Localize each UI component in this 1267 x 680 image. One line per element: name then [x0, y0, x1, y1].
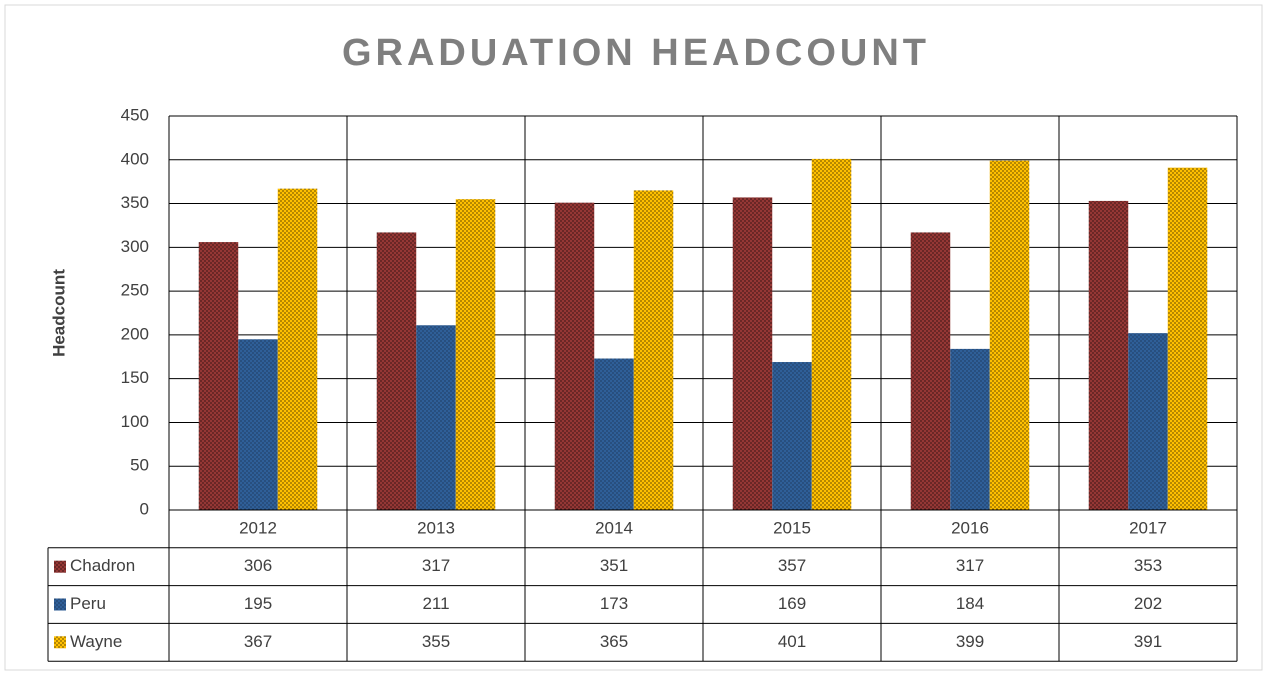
table-value: 351	[600, 556, 628, 575]
bar	[1128, 333, 1168, 510]
y-tick-label: 0	[140, 499, 149, 518]
bar	[811, 158, 852, 510]
bar	[950, 348, 990, 510]
y-tick-label: 450	[121, 105, 149, 124]
bar	[455, 199, 496, 510]
y-tick-label: 400	[121, 149, 149, 168]
legend-key	[54, 560, 66, 573]
table-value: 173	[600, 594, 628, 613]
table-value: 365	[600, 632, 628, 651]
y-tick-label: 100	[121, 412, 149, 431]
bar	[594, 358, 634, 510]
y-axis-label: Headcount	[49, 269, 68, 357]
chart-border	[4, 4, 1263, 671]
bar	[772, 362, 812, 510]
bar	[238, 339, 278, 510]
table-value: 357	[778, 556, 806, 575]
bar	[554, 202, 595, 510]
bar	[416, 325, 456, 510]
legend-label: Chadron	[70, 556, 135, 575]
table-value: 317	[956, 556, 984, 575]
bar	[277, 188, 318, 510]
table-value: 367	[244, 632, 272, 651]
legend-label: Peru	[70, 594, 106, 613]
table-value: 184	[956, 594, 984, 613]
bar	[989, 160, 1030, 511]
bar	[732, 197, 773, 510]
x-tick-label: 2014	[595, 518, 633, 537]
y-tick-label: 350	[121, 193, 149, 212]
table-value: 306	[244, 556, 272, 575]
legend-key	[54, 636, 66, 649]
table-value: 355	[422, 632, 450, 651]
bar	[1088, 200, 1129, 510]
legend-key	[54, 598, 66, 611]
x-tick-label: 2012	[239, 518, 277, 537]
table-value: 391	[1134, 632, 1162, 651]
bar	[198, 242, 239, 510]
y-tick-label: 150	[121, 368, 149, 387]
y-tick-label: 200	[121, 324, 149, 343]
x-tick-label: 2013	[417, 518, 455, 537]
bar	[376, 232, 417, 510]
table-value: 317	[422, 556, 450, 575]
y-tick-label: 300	[121, 237, 149, 256]
bar	[910, 232, 951, 510]
bar	[633, 190, 674, 510]
y-tick-label: 50	[130, 456, 149, 475]
table-value: 202	[1134, 594, 1162, 613]
table-value: 195	[244, 594, 272, 613]
table-value: 399	[956, 632, 984, 651]
table-value: 353	[1134, 556, 1162, 575]
chart-title: GRADUATION HEADCOUNT	[342, 32, 930, 74]
table-value: 211	[422, 594, 449, 613]
bar	[1167, 167, 1208, 510]
table-value: 169	[778, 594, 806, 613]
legend-label: Wayne	[70, 632, 122, 651]
x-tick-label: 2016	[951, 518, 989, 537]
y-tick-label: 250	[121, 281, 149, 300]
table-value: 401	[778, 632, 806, 651]
x-tick-label: 2015	[773, 518, 811, 537]
x-tick-label: 2017	[1129, 518, 1167, 537]
